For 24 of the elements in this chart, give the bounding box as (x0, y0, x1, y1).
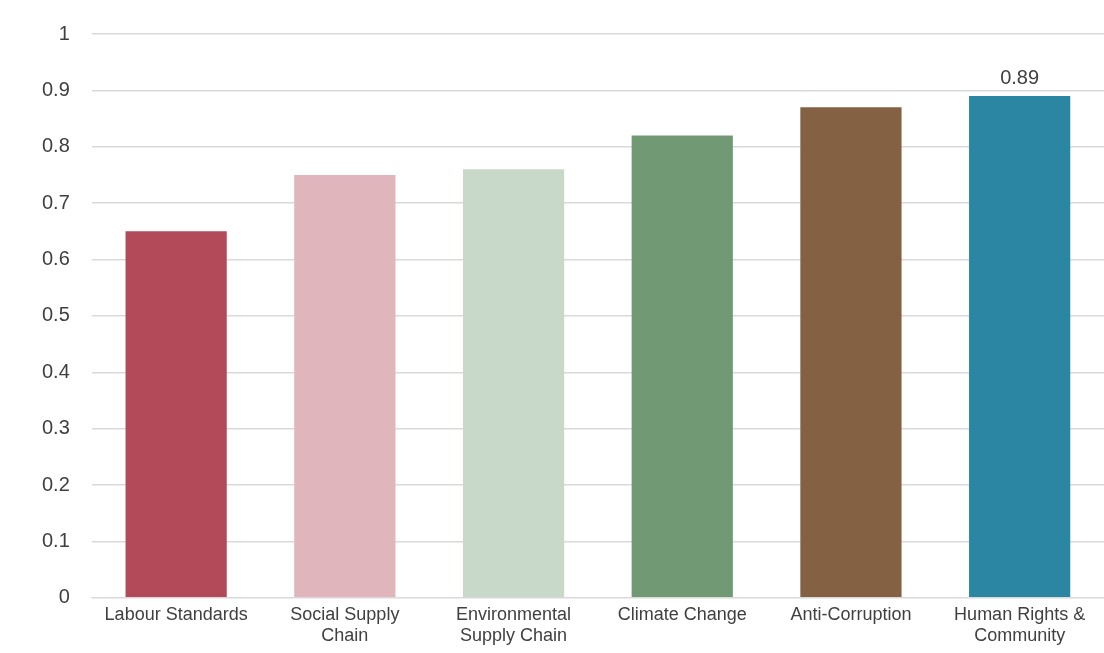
bar (631, 135, 733, 598)
x-tick-label: Labour Standards (104, 603, 248, 624)
x-tick-label: Environmental Supply Chain (456, 603, 572, 646)
bar (462, 169, 565, 598)
x-tick-label: Human Rights & Community (954, 603, 1086, 646)
x-tick-label: Social Supply Chain (290, 603, 400, 646)
y-tick-label: 0.3 (41, 416, 70, 439)
y-tick-label: 0.7 (41, 190, 70, 213)
y-tick-label: 0.1 (41, 528, 70, 551)
y-tick-label: 0.9 (41, 77, 70, 100)
bar (800, 107, 902, 598)
bar (125, 231, 227, 598)
data-label: 0.89 (1000, 65, 1040, 88)
bar (969, 96, 1071, 598)
x-tick-label: Anti-Corruption (790, 603, 912, 624)
y-tick-label: 0.2 (41, 472, 70, 495)
y-tick-label: 0 (58, 585, 70, 608)
y-tick-label: 0.8 (41, 134, 70, 157)
bar (294, 174, 396, 598)
y-tick-label: 0.6 (41, 247, 70, 270)
y-tick-label: 0.4 (41, 359, 70, 382)
y-tick-label: 0.5 (41, 303, 70, 326)
x-tick-label: Climate Change (617, 603, 747, 624)
y-tick-label: 1 (58, 21, 70, 44)
